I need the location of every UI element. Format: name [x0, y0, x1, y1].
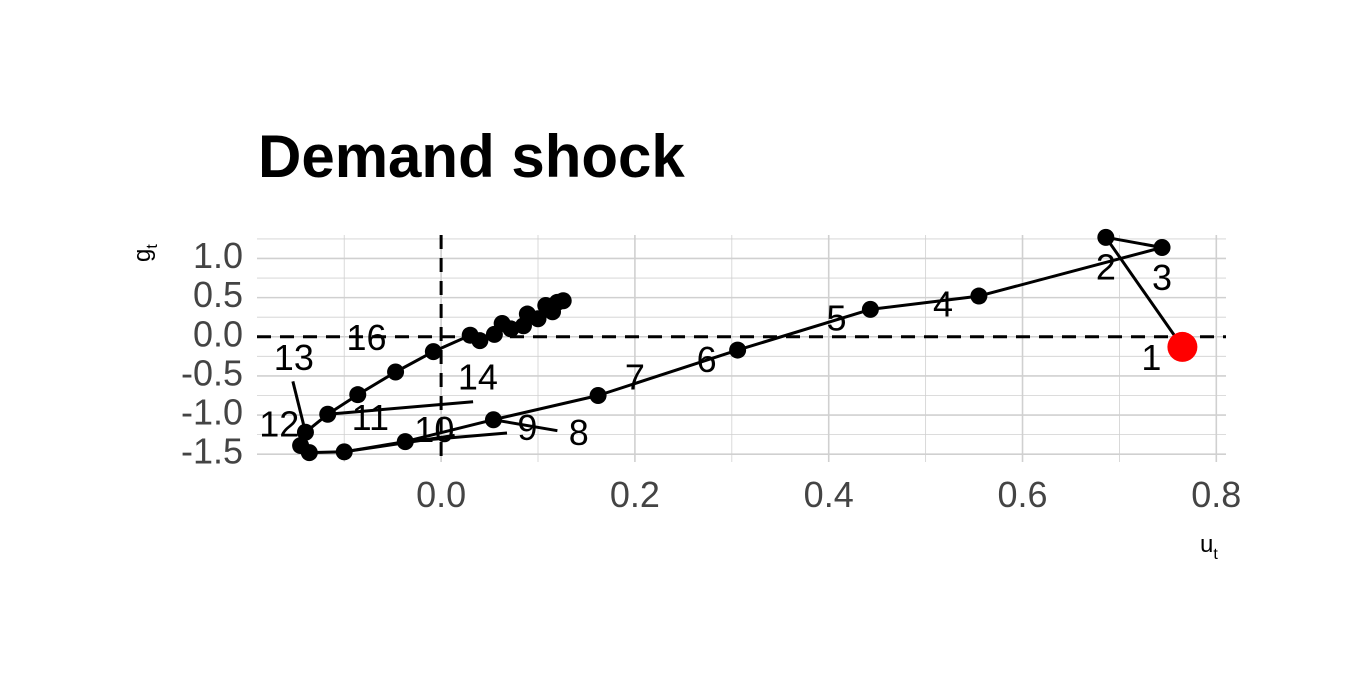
x-axis-label-sub: t [1213, 546, 1218, 563]
data-point [319, 405, 337, 423]
data-point [529, 310, 547, 328]
data-point [970, 287, 988, 305]
point-label: 2 [1096, 247, 1116, 288]
y-axis-label: gt [129, 244, 161, 262]
data-point [387, 363, 405, 381]
y-axis-label-main: g [129, 249, 156, 262]
reference-lines [257, 235, 1226, 462]
y-tick-label: 0.0 [193, 313, 243, 354]
y-tick-labels: -1.5-1.0-0.50.00.51.0 [181, 235, 243, 472]
data-point [335, 443, 353, 461]
data-point [589, 386, 607, 404]
chart-title: Demand shock [258, 123, 685, 190]
x-tick-label: 0.8 [1191, 474, 1241, 515]
x-tick-labels: 0.0 0.2 0.4 0.6 0.8 [416, 474, 1241, 515]
data-point [484, 411, 502, 429]
point-label: 1 [1141, 337, 1161, 378]
data-point [292, 437, 310, 455]
x-tick-label: 0.2 [610, 474, 660, 515]
point-label: 5 [826, 298, 846, 339]
x-axis-label: ut [1200, 531, 1218, 563]
data-point [1097, 228, 1115, 246]
point-label: 16 [346, 317, 386, 358]
y-tick-label: -0.5 [181, 352, 243, 393]
label-leader-line [493, 418, 558, 433]
data-point-start [1167, 331, 1198, 362]
y-tick-label: 1.0 [193, 235, 243, 276]
label-leader-line [291, 381, 307, 433]
y-tick-label: -1.0 [181, 392, 243, 433]
point-label: 14 [458, 356, 498, 397]
point-label: 3 [1152, 257, 1172, 298]
data-point [861, 300, 879, 318]
data-point [729, 341, 747, 359]
data-point [349, 386, 367, 404]
point-label: 11 [352, 397, 389, 438]
point-label: 7 [625, 356, 645, 397]
data-points [292, 228, 1198, 462]
point-label: 12 [259, 403, 299, 444]
x-axis-label-main: u [1200, 531, 1213, 558]
point-label: 9 [517, 407, 537, 448]
data-point [554, 292, 572, 310]
x-tick-label: 0.0 [416, 474, 466, 515]
data-point [471, 332, 489, 350]
point-label: 4 [933, 284, 953, 325]
data-point [424, 343, 442, 361]
label-leader-line [327, 400, 474, 416]
y-axis-label-sub: t [144, 244, 161, 249]
point-label: 10 [414, 409, 454, 450]
data-point [396, 433, 414, 451]
data-point [296, 423, 314, 441]
point-label: 6 [697, 339, 717, 380]
data-point [1153, 239, 1171, 257]
point-label: 13 [274, 337, 314, 378]
y-tick-label: -1.5 [181, 431, 243, 472]
x-tick-label: 0.4 [804, 474, 854, 515]
y-tick-label: 0.5 [193, 274, 243, 315]
point-label: 8 [569, 412, 589, 453]
x-tick-label: 0.6 [997, 474, 1047, 515]
